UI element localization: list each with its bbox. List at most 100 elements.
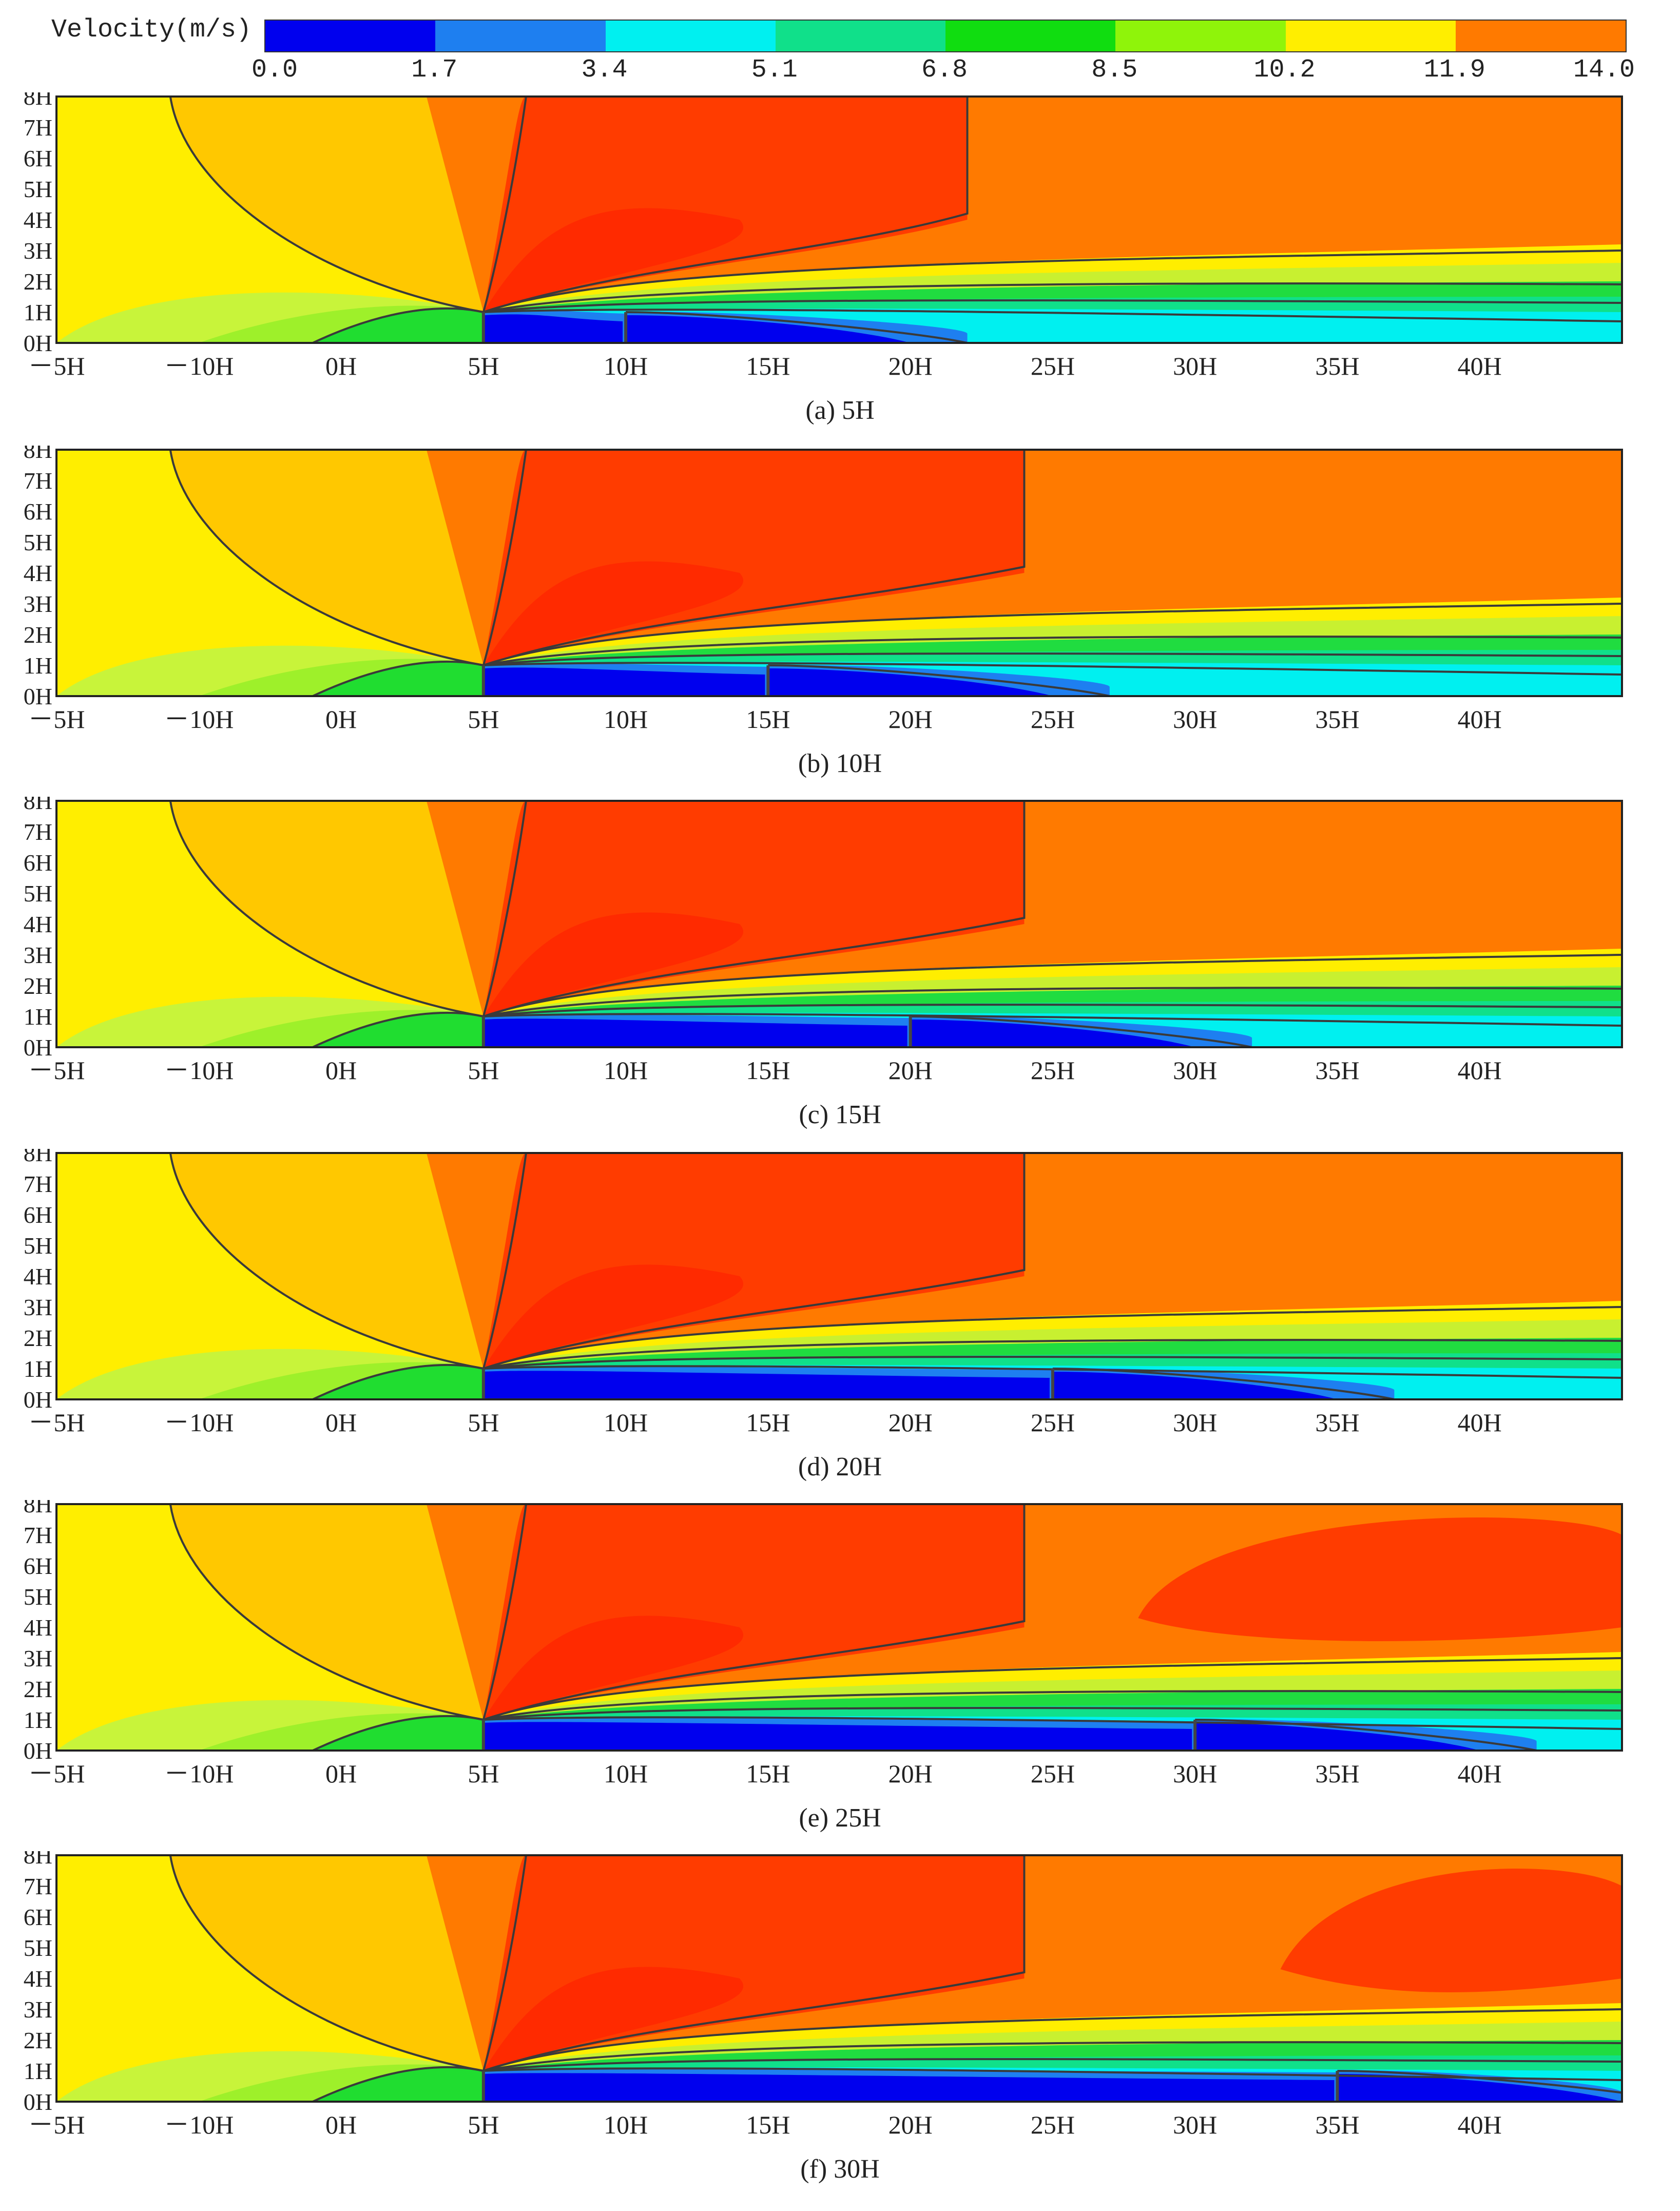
- contour-line: [483, 1657, 1622, 1721]
- y-tick-label: 1H: [24, 1004, 52, 1030]
- y-tick-label: 7H: [24, 114, 52, 141]
- x-tick-label: 35H: [1315, 705, 1359, 734]
- barrier: [481, 1720, 485, 1751]
- y-tick-label: 2H: [24, 2027, 52, 2053]
- x-tick-label: 25H: [1031, 705, 1075, 734]
- contour-line: [483, 1855, 1026, 2072]
- barrier: [909, 1016, 912, 1047]
- recirculation-zone: [483, 667, 765, 696]
- y-tick-label: 4H: [24, 1263, 52, 1290]
- contour-line: [483, 987, 1622, 1017]
- contour-panel: 0H 1H 2H 3H 4H 5H 6H 7H 8H －5H －10H 0H 5H 10H 15H 20H 25…: [0, 1500, 1680, 1852]
- legend-tick-label: 1.7: [411, 55, 458, 85]
- barrier: [1336, 2071, 1339, 2102]
- contour-panel: 0H 1H 2H 3H 4H 5H 6H 7H 8H －5H －10H 0H 5H 10H 15H 20H 25…: [0, 797, 1680, 1149]
- legend-swatch: [1285, 21, 1456, 51]
- contour-plot: 0H 1H 2H 3H 4H 5H 6H 7H 8H －5H －10H 0H 5H 10H 15H 20H 25…: [24, 1500, 1623, 1788]
- contour-line: [1337, 2070, 1622, 2094]
- y-tick-label: 8H: [24, 1500, 52, 1517]
- contour-line: [312, 1715, 484, 1751]
- upwind-transition-zone: [170, 97, 484, 312]
- contour-line: [483, 662, 1622, 676]
- second-recirculation-zone: [1337, 2074, 1622, 2102]
- x-tick-label: 40H: [1458, 352, 1502, 380]
- contour-line: [483, 309, 1622, 322]
- contour-line: [483, 1306, 1622, 1370]
- x-tick-label: 20H: [889, 705, 933, 734]
- upwind-yellow-zone: [56, 1504, 484, 1751]
- x-tick-label: 0H: [325, 2110, 357, 2139]
- jet-core-zone: [483, 208, 744, 312]
- y-tick-label: 0H: [24, 1387, 52, 1413]
- upwind-yellow-zone: [56, 97, 484, 343]
- x-tick-label: －10H: [164, 1408, 234, 1437]
- x-tick-label: 15H: [746, 1759, 790, 1788]
- x-tick-label: 35H: [1315, 1759, 1359, 1788]
- second-jet-red-zone: [1280, 1868, 1622, 1992]
- contour-line: [312, 1011, 484, 1047]
- x-tick-label: 25H: [1031, 1408, 1075, 1437]
- contour-line: [312, 307, 484, 343]
- y-tick-label: 0H: [24, 2089, 52, 2115]
- x-tick-label: 40H: [1458, 1759, 1502, 1788]
- y-tick-label: 7H: [24, 468, 52, 494]
- x-tick-label: 30H: [1173, 705, 1217, 734]
- legend-colorbar: [264, 20, 1627, 52]
- y-tick-label: 5H: [24, 1935, 52, 1961]
- contour-line: [483, 2067, 1622, 2081]
- y-tick-label: 0H: [24, 1738, 52, 1764]
- legend-title: Velocity(m/s): [51, 15, 252, 45]
- upwind-transition-zone: [170, 450, 484, 665]
- x-tick-label: 25H: [1031, 352, 1075, 380]
- contour-line: [483, 801, 1026, 1017]
- plot-frame: [55, 1854, 1623, 2103]
- second-recirculation-zone: [910, 1020, 1195, 1047]
- x-tick-label: 15H: [746, 352, 790, 380]
- barrier: [1051, 1369, 1054, 1399]
- x-tick-label: 5H: [468, 352, 499, 380]
- legend-tick-label: 0.0: [251, 55, 298, 85]
- contour-line: [910, 1015, 1252, 1047]
- y-tick-label: 0H: [24, 330, 52, 356]
- x-tick-label: 30H: [1173, 1408, 1217, 1437]
- upwind-yellow-zone: [56, 1153, 484, 1399]
- plot-frame: [55, 1152, 1623, 1400]
- contour-line: [483, 2041, 1622, 2072]
- barrier: [481, 665, 485, 696]
- x-tick-label: －5H: [28, 1759, 85, 1788]
- contour-line: [482, 97, 527, 313]
- panel-caption: (a) 5H: [805, 396, 875, 425]
- contour-line: [483, 1004, 1622, 1017]
- barrier: [624, 312, 628, 343]
- jet-core-zone: [483, 561, 744, 665]
- y-tick-label: 5H: [24, 880, 52, 907]
- x-tick-label: 30H: [1173, 1056, 1217, 1085]
- upwind-transition-zone: [170, 1504, 484, 1720]
- plot-frame: [55, 449, 1623, 697]
- y-tick-label: 4H: [24, 1966, 52, 1992]
- y-tick-label: 5H: [24, 1233, 52, 1259]
- velocity-legend: Velocity(m/s) 0.0 1.7 3.4 5.1 6.8 8.5 10.2 11.9…: [0, 0, 1680, 92]
- barrier: [481, 2071, 485, 2102]
- y-tick-label: 7H: [24, 819, 52, 845]
- legend-tick-label: 8.5: [1091, 55, 1138, 85]
- y-tick-label: 4H: [24, 911, 52, 937]
- y-tick-label: 1H: [24, 2058, 52, 2084]
- contour-panel: 0H 1H 2H 3H 4H 5H 6H 7H 8H －5H －10H 0H 5H 10H 15H 20H 25…: [0, 1851, 1680, 2203]
- x-tick-label: 5H: [468, 705, 499, 734]
- x-tick-label: 5H: [468, 1408, 499, 1437]
- x-tick-label: －5H: [28, 352, 85, 380]
- x-tick-label: －10H: [164, 352, 234, 380]
- y-tick-label: 6H: [24, 850, 52, 876]
- x-tick-label: 25H: [1031, 2110, 1075, 2139]
- y-tick-label: 5H: [24, 176, 52, 202]
- x-tick-label: －10H: [164, 705, 234, 734]
- y-tick-label: 6H: [24, 1553, 52, 1579]
- x-tick-label: 5H: [468, 1056, 499, 1085]
- contour-line: [169, 1153, 484, 1370]
- x-tick-label: －10H: [164, 1759, 234, 1788]
- legend-swatch: [435, 21, 606, 51]
- jet-core-zone: [483, 912, 744, 1016]
- contour-line: [483, 954, 1622, 1017]
- jet-core-zone: [483, 1967, 744, 2071]
